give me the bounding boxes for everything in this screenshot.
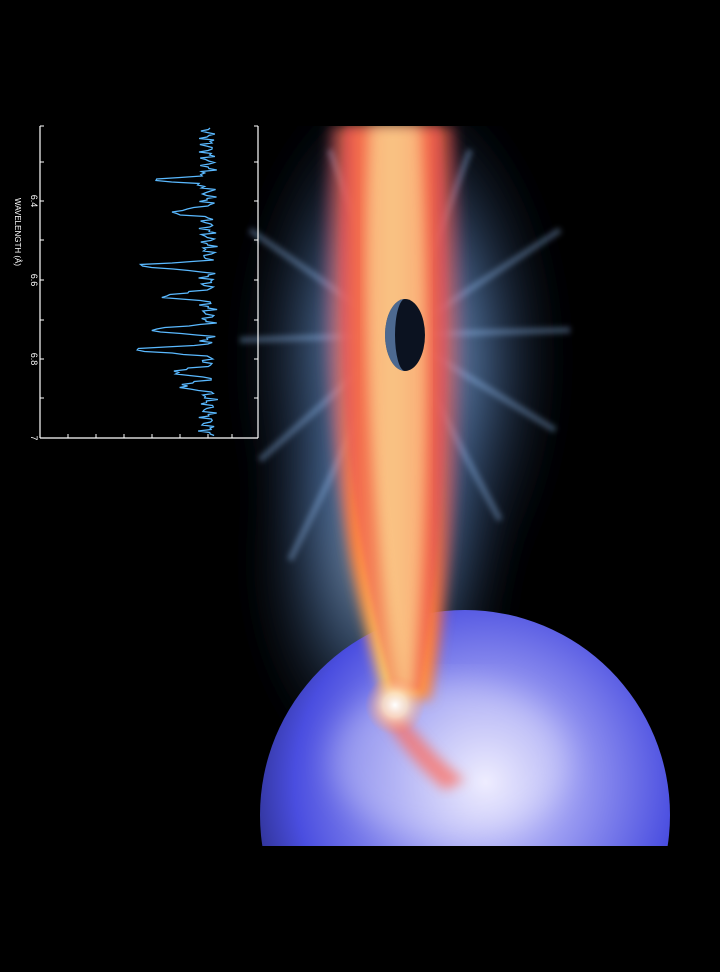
tick-label: 6.6 xyxy=(29,274,39,287)
accretion-disk xyxy=(322,126,463,700)
axis-label: WAVELENGTH (Å) xyxy=(13,198,22,266)
tick-label: 6.4 xyxy=(29,195,39,208)
spectrum-trace xyxy=(136,127,218,437)
companion-star xyxy=(260,610,670,846)
spectrum-inset: 6.4 6.6 6.8 7 WAVELENGTH (Å) xyxy=(13,125,259,441)
tick-label: 6.8 xyxy=(29,353,39,366)
tick-label: 7 xyxy=(29,435,39,440)
hotspot xyxy=(365,675,425,735)
black-hole xyxy=(385,299,425,371)
